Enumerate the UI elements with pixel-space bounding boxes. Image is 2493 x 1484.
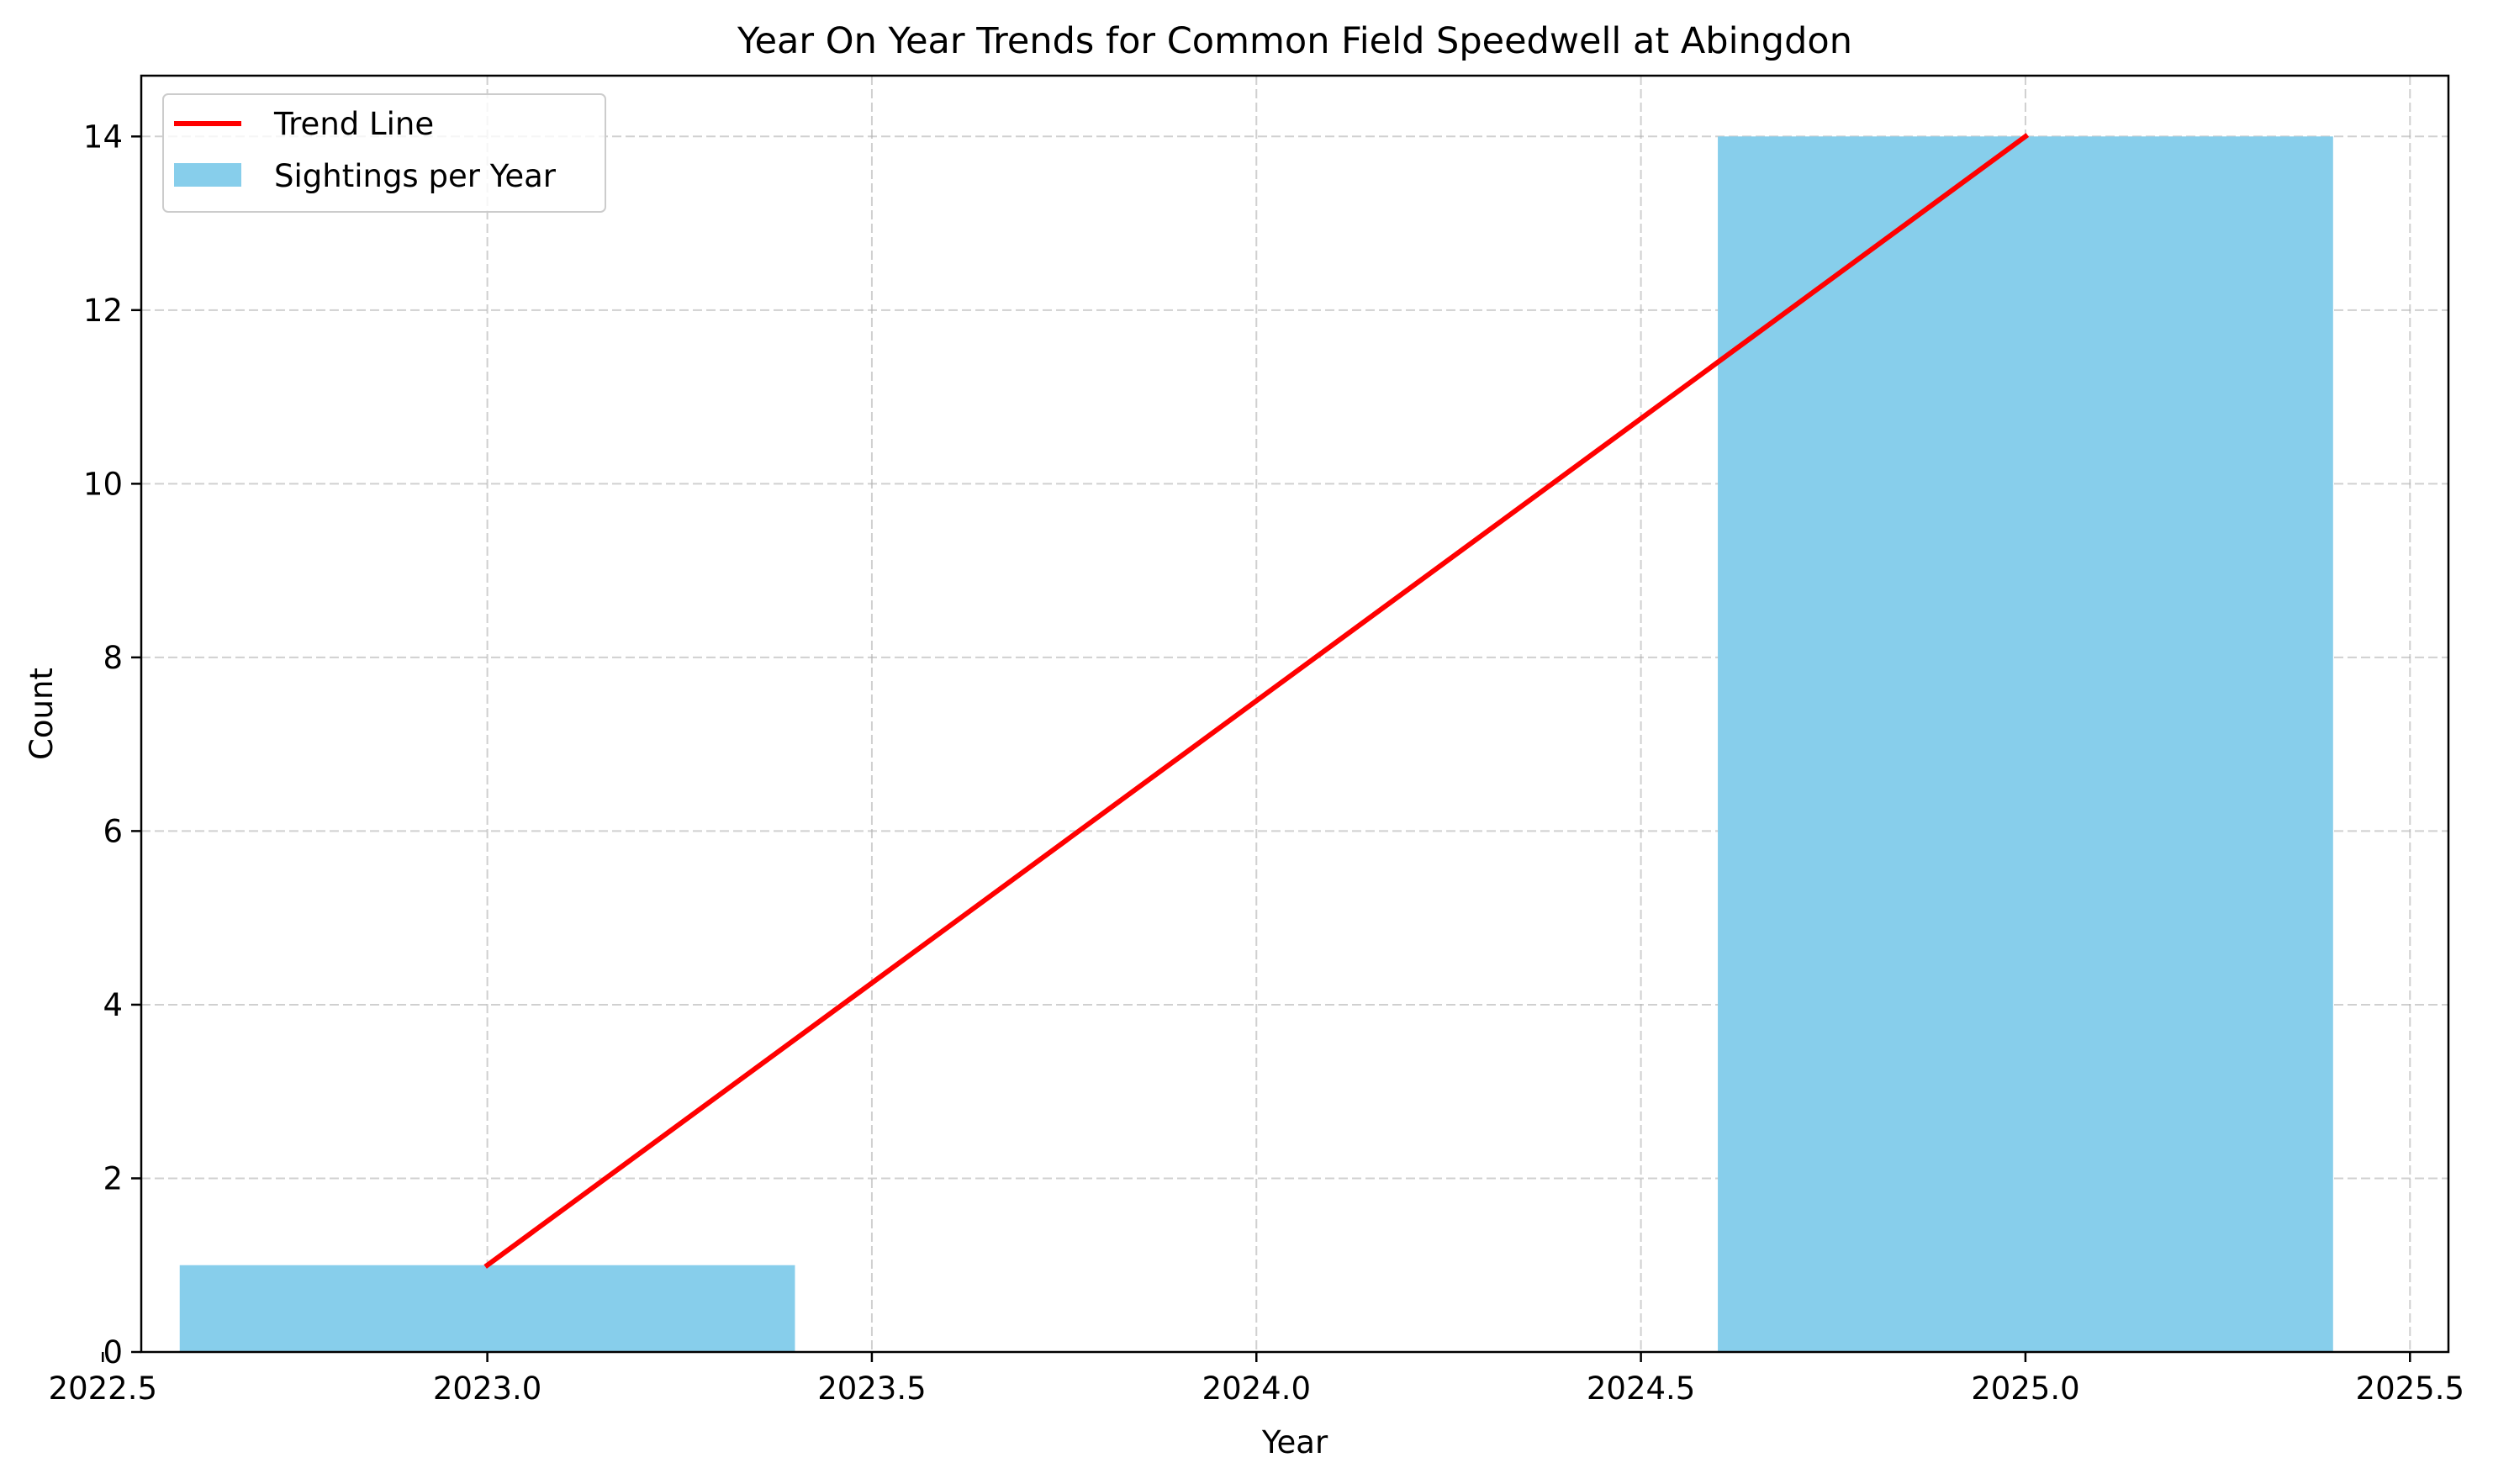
y-tick-label: 2 <box>103 1160 123 1196</box>
y-tick-label: 6 <box>103 813 123 849</box>
x-tick-label: 2024.5 <box>1587 1370 1695 1407</box>
x-axis-label: Year <box>1261 1424 1328 1460</box>
y-tick-label: 4 <box>103 987 123 1023</box>
y-tick-label: 14 <box>83 119 123 155</box>
x-tick-label: 2023.5 <box>817 1370 926 1407</box>
plot-frame <box>140 74 2450 1354</box>
x-tick-label: 2024.0 <box>1202 1370 1311 1407</box>
y-axis: 0 2 4 6 8 10 12 14 <box>83 119 141 1370</box>
bar-2025 <box>1718 136 2333 1352</box>
legend-label-trend-line: Trend Line <box>273 106 434 142</box>
y-tick-label: 0 <box>103 1334 123 1370</box>
x-tick-label: 2022.5 <box>49 1370 157 1407</box>
y-tick-label: 8 <box>103 640 123 676</box>
x-tick-label: 2025.5 <box>2356 1370 2464 1407</box>
x-tick-label: 2023.0 <box>433 1370 541 1407</box>
legend: Trend Line Sightings per Year <box>162 93 606 213</box>
chart-title: Year On Year Trends for Common Field Spe… <box>737 20 1852 62</box>
trend-line <box>483 133 2030 1269</box>
y-tick-label: 12 <box>83 293 123 329</box>
legend-swatch-sightings <box>174 163 241 187</box>
line-layer <box>483 133 2030 1269</box>
x-axis: 2022.5 2023.0 2023.5 2024.0 2024.5 2025.0 2025… <box>49 1352 2464 1407</box>
y-axis-label: Count <box>24 668 60 760</box>
bars-layer <box>179 136 2333 1352</box>
y-tick-label: 10 <box>83 466 123 502</box>
bar-2023 <box>179 1265 795 1352</box>
legend-box <box>162 93 606 213</box>
legend-label-sightings: Sightings per Year <box>274 158 557 194</box>
x-tick-label: 2025.0 <box>1971 1370 2079 1407</box>
